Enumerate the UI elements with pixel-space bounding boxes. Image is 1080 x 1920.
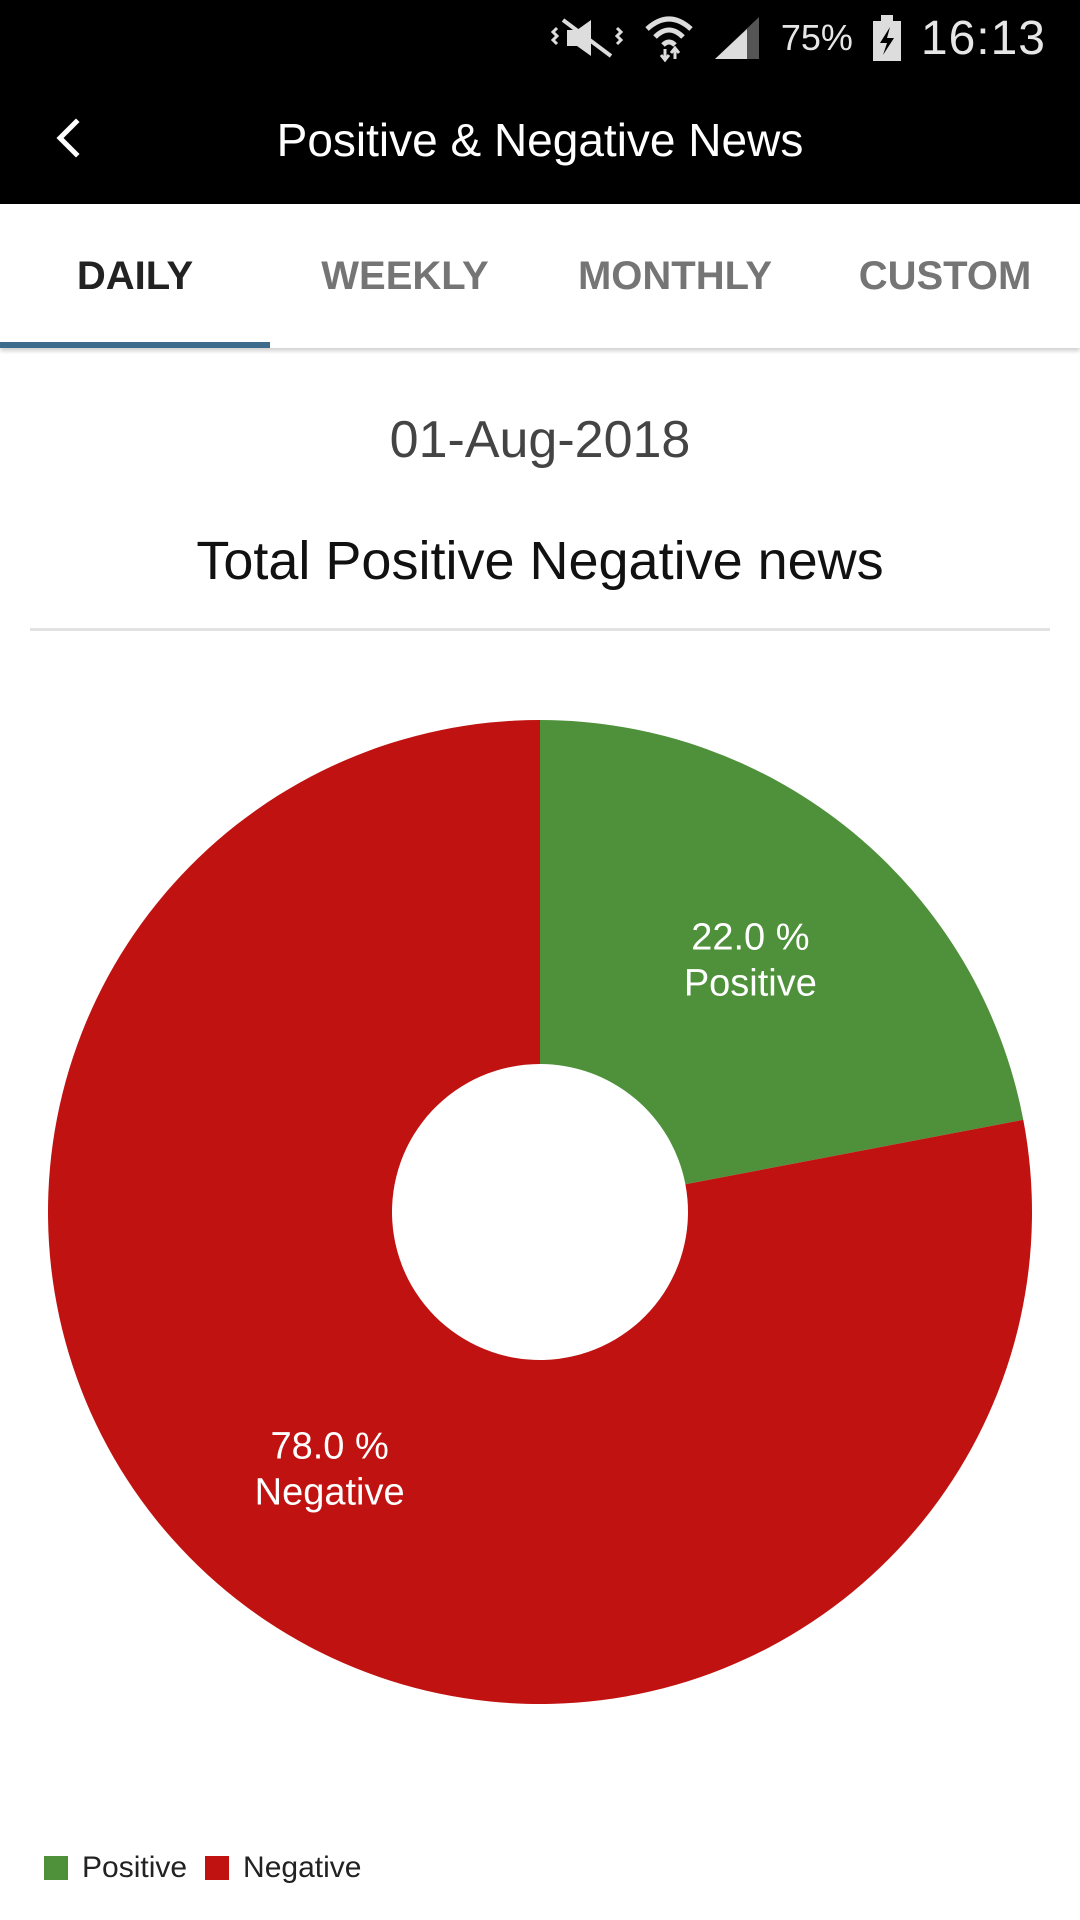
tab-custom[interactable]: CUSTOM bbox=[858, 253, 1032, 298]
slice-negative[interactable] bbox=[48, 720, 1033, 1704]
chart-legend: Positive Negative bbox=[44, 1848, 363, 1888]
tab-weekly[interactable]: WEEKLY bbox=[321, 253, 489, 298]
chart-title: Total Positive Negative news bbox=[196, 531, 884, 591]
status-icons: 75% 16:13 bbox=[549, 0, 1046, 76]
back-button[interactable] bbox=[36, 106, 104, 174]
legend-item-positive[interactable]: Positive bbox=[44, 1851, 187, 1885]
legend-label-positive: Positive bbox=[82, 1851, 188, 1884]
legend-swatch-positive bbox=[44, 1856, 68, 1880]
battery-charging-icon bbox=[871, 13, 903, 63]
slice-positive[interactable] bbox=[540, 720, 1024, 1185]
wifi-icon bbox=[643, 13, 695, 63]
period-tabs: DAILY WEEKLY MONTHLY CUSTOM bbox=[0, 204, 1080, 348]
tab-daily[interactable]: DAILY bbox=[0, 204, 270, 348]
legend-label-negative: Negative bbox=[243, 1851, 362, 1884]
divider bbox=[30, 628, 1050, 631]
battery-percentage: 75% bbox=[780, 17, 853, 58]
legend-item-negative[interactable]: Negative bbox=[205, 1851, 361, 1885]
status-bar: 75% 16:13 bbox=[0, 0, 1080, 76]
legend-swatch-negative bbox=[205, 1856, 230, 1880]
donut-chart: 22.0 %Positive 78.0 %Negative bbox=[48, 720, 1033, 1704]
slice-name-label-positive: Positive bbox=[684, 963, 817, 1005]
slice-name-label-negative: Negative bbox=[255, 1471, 405, 1513]
page-title: Positive & Negative News bbox=[276, 114, 804, 166]
mute-vibrate-icon bbox=[549, 14, 625, 62]
date-label: 01-Aug-2018 bbox=[389, 411, 691, 469]
app-bar: Positive & Negative News bbox=[0, 76, 1080, 204]
slice-value-label-negative: 78.0 % bbox=[270, 1425, 388, 1467]
chevron-left-icon bbox=[50, 117, 90, 163]
signal-icon bbox=[713, 15, 763, 61]
tab-monthly[interactable]: MONTHLY bbox=[577, 253, 773, 298]
clock: 16:13 bbox=[920, 11, 1046, 65]
slice-value-label-positive: 22.0 % bbox=[691, 917, 809, 959]
